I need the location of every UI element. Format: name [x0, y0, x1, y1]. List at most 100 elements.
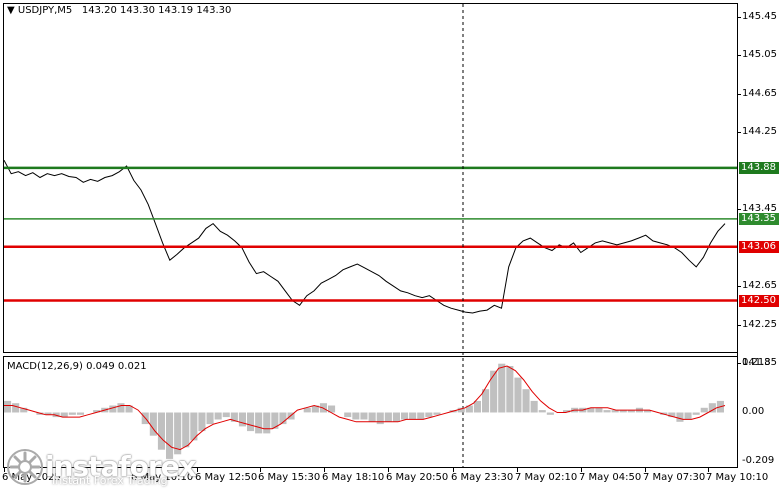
macd-histogram-bar [125, 405, 133, 413]
time-axis-tick [645, 468, 646, 472]
macd-histogram-bar [611, 410, 619, 413]
price-line [3, 159, 726, 314]
macd-histogram-bar [417, 412, 425, 420]
macd-histogram-bar [279, 412, 287, 425]
symbol-label: USDJPY,M5 [17, 5, 73, 16]
macd-histogram-bar [206, 412, 214, 425]
price-axis-tick [737, 209, 741, 211]
level-price-tag: 143.06 [739, 240, 779, 253]
macd-histogram-bar [263, 412, 271, 434]
time-axis-tick [197, 468, 198, 472]
logo-tagline: Instant Forex Trading [52, 474, 168, 487]
macd-histogram-bar [157, 412, 165, 450]
macd-histogram-bar [271, 412, 279, 429]
time-axis-tick-label: 7 May 02:10 [515, 472, 578, 483]
macd-histogram-bar [174, 412, 182, 455]
time-axis-tick [517, 468, 518, 472]
price-axis-tick-label: 142.25 [742, 318, 777, 330]
macd-histogram-bar [538, 410, 546, 413]
level-price-tag: 143.88 [739, 161, 779, 174]
time-axis-tick-label: 7 May 07:30 [643, 472, 706, 483]
macd-histogram-bar [522, 389, 530, 413]
macd-histogram-bar [644, 410, 652, 413]
macd-histogram-bar [425, 412, 433, 418]
macd-histogram-bar [546, 412, 554, 415]
macd-histogram-bar [247, 412, 255, 432]
macd-histogram-bar [563, 410, 571, 413]
macd-histogram-bar [384, 412, 392, 422]
macd-histogram-bar [514, 377, 522, 413]
macd-histogram-bar [344, 412, 352, 418]
macd-histogram-bar [473, 400, 481, 413]
macd-histogram-bar [530, 400, 538, 413]
collapse-triangle-icon[interactable]: ▼ [7, 5, 15, 16]
macd-histogram-bar [238, 412, 246, 427]
macd-histogram-bar [619, 410, 627, 413]
level-price-tag: 142.50 [739, 294, 779, 307]
time-axis-tick-label: 7 May 10:10 [706, 472, 769, 483]
macd-histogram-bar [627, 410, 635, 413]
price-axis-tick [737, 132, 741, 134]
macd-histogram-bar [76, 412, 84, 415]
time-axis-tick-label: 6 May 15:30 [258, 472, 321, 483]
macd-histogram-bar [182, 412, 190, 448]
time-axis-tick-label: 6 May 23:30 [451, 472, 514, 483]
price-axis-tick [737, 55, 741, 57]
time-axis-tick-label: 7 May 04:50 [579, 472, 642, 483]
price-axis-tick [737, 363, 741, 364]
ohlc-values: 143.20 143.30 143.19 143.30 [81, 5, 232, 16]
time-axis-tick [581, 468, 582, 472]
macd-histogram-bar [409, 412, 417, 420]
instaforex-logo-icon [7, 449, 43, 485]
time-axis-tick [260, 468, 261, 472]
time-axis-tick [388, 468, 389, 472]
macd-histogram-bar [352, 412, 360, 420]
macd-histogram-bar [93, 410, 101, 413]
price-axis-tick [737, 286, 741, 288]
macd-histogram-bar [222, 412, 230, 418]
macd-histogram-bar [465, 405, 473, 413]
time-axis-tick [708, 468, 709, 472]
macd-axis-tick-label: -0.209 [742, 455, 775, 466]
chart-header: ▼ USDJPY,M5 143.20 143.30 143.19 143.30 [7, 5, 231, 16]
level-price-tag: 143.35 [739, 212, 779, 225]
macd-histogram-bar [457, 407, 465, 413]
macd-histogram-bar [482, 389, 490, 413]
macd-histogram-bar [20, 407, 28, 413]
price-axis-tick-label: 144.65 [742, 87, 777, 99]
price-axis-tick [737, 93, 741, 95]
time-axis-tick-label: 6 May 12:50 [195, 472, 258, 483]
macd-histogram-bar [214, 412, 222, 420]
price-axis-tick-label: 143.45 [742, 203, 777, 215]
macd-histogram-bar [4, 400, 12, 413]
macd-histogram-bar [392, 412, 400, 422]
macd-histogram-bar [490, 370, 498, 413]
macd-axis-tick-label: 0.00 [742, 406, 765, 418]
price-axis-tick-label: 142.65 [742, 280, 777, 292]
time-axis-tick-label: 6 May 18:10 [322, 472, 385, 483]
price-axis-tick-label: 141.85 [742, 357, 777, 368]
logo-wordmark: instaforex [45, 450, 197, 483]
macd-histogram-bar [595, 407, 603, 413]
macd-axis-tick-label: 0.213 [742, 357, 771, 368]
macd-histogram-bar [12, 403, 20, 413]
price-axis-line [737, 3, 738, 468]
macd-histogram-bar [230, 412, 238, 422]
macd-histogram-bar [360, 412, 368, 420]
price-axis-tick-label: 144.25 [742, 126, 777, 138]
macd-histogram-bar [303, 407, 311, 413]
time-axis-tick-label: 6 May 2025 [2, 472, 61, 483]
macd-histogram-bar [255, 412, 263, 434]
time-axis-tick-label: 6 May 20:50 [386, 472, 449, 483]
macd-label: MACD(12,26,9) 0.049 0.021 [7, 361, 147, 372]
macd-histogram-bar [587, 407, 595, 413]
macd-histogram-bar [700, 407, 708, 413]
time-axis-tick [133, 468, 134, 472]
macd-histogram-bar [117, 403, 125, 413]
time-axis-tick-label: 6 May 10:10 [131, 472, 194, 483]
macd-histogram-bar [368, 412, 376, 422]
price-axis-tick-label: 145.45 [742, 11, 777, 22]
price-axis-tick [737, 324, 741, 326]
macd-histogram-bar [684, 412, 692, 420]
